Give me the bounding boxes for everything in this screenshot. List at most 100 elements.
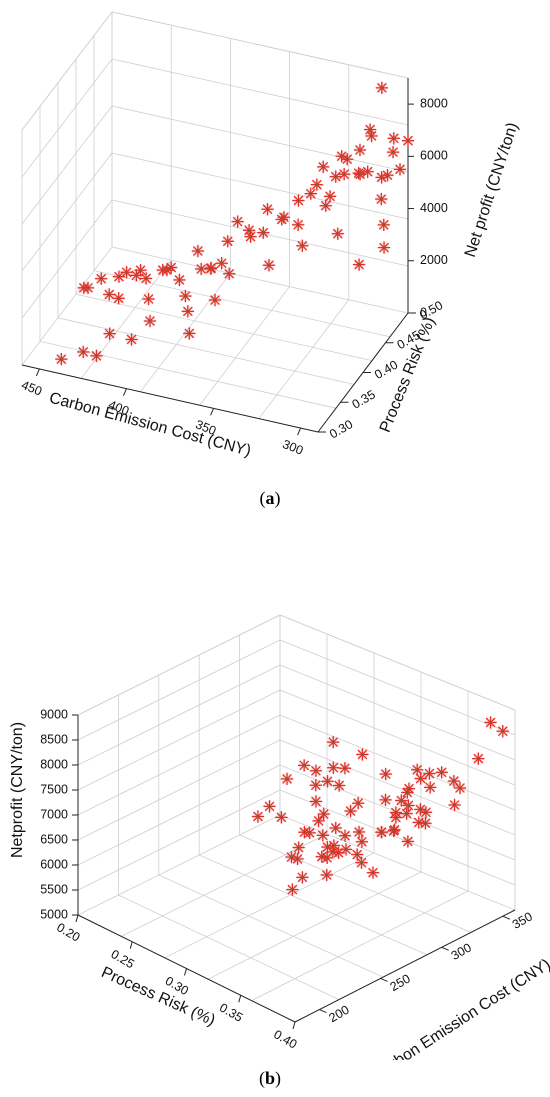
left-wall-gridline	[21, 199, 113, 319]
data-point	[296, 871, 309, 884]
data-point	[389, 811, 403, 824]
data-point	[412, 816, 425, 829]
data-point	[312, 814, 325, 828]
data-point	[261, 203, 274, 216]
x-tick	[297, 427, 302, 436]
x-tick-label: 0.20	[54, 920, 82, 944]
data-point	[335, 150, 348, 163]
caption-a-close: )	[274, 488, 281, 508]
caption-b-open: (	[258, 1068, 265, 1088]
data-point	[221, 235, 234, 248]
data-point	[309, 764, 323, 777]
data-point	[195, 262, 208, 276]
data-point	[355, 856, 368, 869]
y-tick-label: 0.35	[350, 387, 378, 411]
z-tick-label: 8000	[420, 96, 448, 110]
z-tick-label: 0	[420, 305, 427, 319]
data-point	[448, 798, 461, 812]
left-wall-gridline	[21, 152, 113, 272]
left-wall-gridline	[21, 105, 113, 225]
data-point	[401, 786, 414, 799]
data-point	[402, 799, 415, 812]
data-point	[352, 258, 366, 271]
floor-gridline	[208, 871, 422, 980]
data-point	[435, 766, 448, 779]
data-point	[292, 841, 305, 854]
data-point	[317, 807, 330, 821]
data-point	[323, 190, 337, 203]
left-wall-gridline	[77, 789, 281, 891]
data-point	[143, 314, 157, 328]
data-point	[292, 194, 305, 207]
x-tick	[75, 914, 79, 923]
data-point	[344, 804, 357, 818]
data-point	[95, 272, 108, 285]
y-tick-label: 0.30	[327, 417, 355, 441]
data-point	[386, 145, 400, 159]
data-point	[401, 835, 415, 848]
data-point	[315, 850, 328, 863]
caption-b-letter: b	[264, 1068, 275, 1088]
floor-gridline	[239, 834, 472, 933]
data-point	[139, 272, 153, 285]
right-wall-gridline	[279, 689, 516, 786]
data-point	[400, 807, 413, 820]
data-point	[320, 868, 333, 882]
left-wall-gridline	[77, 664, 281, 766]
data-point	[377, 241, 391, 254]
x-tick	[238, 995, 242, 1003]
data-point	[419, 817, 432, 830]
z-tick-label: 5500	[40, 882, 68, 896]
floor-gridline	[75, 293, 373, 361]
y-tick-label: 0.40	[372, 358, 400, 382]
data-point	[375, 825, 388, 839]
floor-gridline	[77, 814, 281, 916]
data-point	[401, 134, 415, 147]
data-point	[275, 811, 288, 824]
x-tick	[35, 368, 40, 377]
data-point	[379, 793, 392, 807]
data-point	[326, 845, 340, 859]
x-tick	[123, 388, 127, 396]
x-axis-line	[21, 364, 319, 433]
data-point	[424, 781, 437, 794]
z-tick-label: 6500	[40, 832, 68, 846]
data-point	[496, 725, 509, 738]
y-axis-label: Carbon Emission Cost (CNY)	[370, 956, 550, 1060]
data-point	[377, 218, 390, 232]
right-wall-gridline	[279, 664, 516, 761]
data-point	[204, 262, 217, 275]
frame-edge	[279, 614, 516, 711]
chart-b-svg: 5000 5500 6000 6500 7000 7500 8000 8500 9000 Netp…	[9, 614, 550, 1084]
back-wall-gridline	[111, 105, 409, 173]
data-point	[337, 167, 351, 181]
data-point	[125, 333, 138, 346]
data-point	[317, 160, 330, 174]
data-point	[55, 352, 68, 366]
data-point	[103, 288, 116, 301]
data-point	[393, 163, 407, 176]
data-point	[352, 825, 366, 839]
data-point	[297, 759, 311, 772]
back-wall-gridline	[111, 58, 409, 126]
floor-gridline	[164, 852, 375, 959]
data-point	[280, 772, 294, 786]
z-tick-label: 8000	[40, 757, 68, 771]
data-point	[309, 795, 323, 808]
data-point	[319, 199, 332, 212]
floor-gridline	[57, 317, 355, 385]
left-wall-gridline	[77, 739, 281, 841]
floor-gridline	[121, 833, 328, 937]
data-point	[103, 327, 116, 340]
right-wall-gridline	[279, 739, 516, 836]
frame-edge	[111, 11, 409, 79]
z-tick-label: 2000	[420, 253, 448, 267]
x-axis-label: Carbon Emission Cost (CNY)	[47, 390, 252, 460]
z-tick-label: 6000	[420, 149, 448, 163]
z-tick-label: 8500	[40, 732, 68, 746]
data-point	[351, 797, 365, 810]
data-point	[338, 829, 352, 842]
y-tick	[502, 915, 510, 920]
data-point	[366, 866, 380, 879]
data-point	[134, 263, 147, 277]
